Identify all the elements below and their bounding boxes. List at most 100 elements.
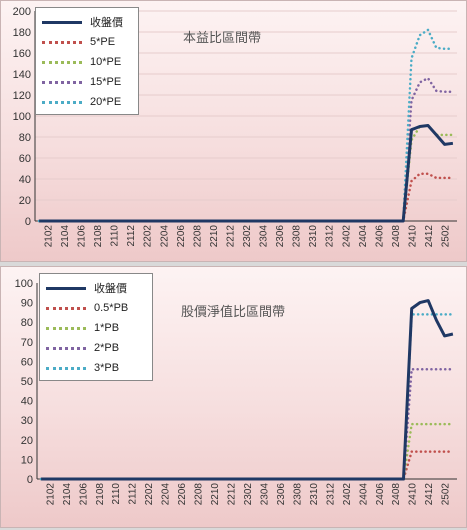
legend-swatch — [42, 40, 82, 44]
legend-label: 2*PB — [94, 342, 120, 354]
series-line-2 — [39, 422, 455, 481]
x-tick-label: 2104 — [60, 225, 71, 248]
legend-item: 20*PE — [42, 92, 132, 112]
x-tick-label: 2110 — [110, 225, 121, 247]
x-tick-label: 2304 — [259, 483, 270, 506]
series-line-2 — [37, 124, 455, 223]
legend-item: 1*PB — [46, 318, 146, 338]
x-tick-label: 2308 — [292, 483, 303, 506]
chart-legend: 收盤價 0.5*PB 1*PB 2*PB 3*PB — [39, 273, 153, 381]
x-tick-label: 2304 — [259, 225, 270, 248]
x-tick-label: 2408 — [391, 483, 402, 506]
y-tick-label: 0 — [25, 216, 31, 228]
x-tick-label: 2210 — [209, 225, 220, 248]
x-tick-label: 2108 — [95, 483, 106, 506]
x-tick-label: 2104 — [62, 483, 73, 506]
y-tick-label: 140 — [13, 69, 31, 81]
y-tick-label: 60 — [21, 356, 33, 368]
x-tick-label: 2408 — [391, 225, 402, 248]
legend-label: 10*PE — [90, 56, 122, 68]
y-tick-label: 70 — [21, 337, 33, 349]
legend-item: 收盤價 — [42, 12, 132, 32]
y-tick-label: 80 — [21, 317, 33, 329]
x-tick-label: 2210 — [210, 483, 221, 506]
legend-item: 5*PE — [42, 32, 132, 52]
legend-label: 收盤價 — [94, 283, 127, 295]
y-tick-label: 40 — [21, 396, 33, 408]
x-tick-label: 2302 — [242, 225, 253, 248]
y-tick-label: 100 — [15, 278, 33, 290]
x-tick-label: 2310 — [308, 225, 319, 248]
pb-band-chart: 0 10 20 30 40 50 60 70 80 90 100 2102 2104 2106 2108 21… — [15, 278, 457, 506]
x-tick-label: 2302 — [243, 483, 254, 506]
x-tick-label: 2206 — [176, 225, 187, 248]
legend-item: 收盤價 — [46, 278, 146, 298]
legend-label: 收盤價 — [90, 17, 123, 29]
x-tick-label: 2202 — [144, 483, 155, 506]
x-tick-label: 2412 — [424, 483, 435, 506]
x-tick-label: 2110 — [111, 483, 122, 505]
legend-label: 3*PB — [94, 362, 120, 374]
x-tick-label: 2204 — [161, 483, 172, 506]
y-tick-label: 10 — [21, 454, 33, 466]
legend-item: 3*PB — [46, 358, 146, 378]
legend-swatch — [42, 60, 82, 64]
legend-item: 10*PE — [42, 52, 132, 72]
x-tick-label: 2402 — [341, 225, 352, 248]
y-tick-label: 0 — [27, 474, 33, 486]
series-line-0 — [41, 299, 454, 481]
chart-title: 本益比區間帶 — [183, 30, 262, 45]
legend-swatch — [42, 20, 82, 24]
chart-legend: 收盤價 5*PE 10*PE 15*PE 20*PE — [35, 7, 139, 115]
x-tick-label: 2208 — [192, 225, 203, 248]
y-tick-label: 160 — [13, 48, 31, 60]
x-tick-label: 2502 — [441, 483, 452, 506]
x-tick-label: 2306 — [276, 483, 287, 506]
y-tick-label: 120 — [13, 90, 31, 102]
legend-label: 5*PE — [90, 36, 116, 48]
y-tick-label: 90 — [21, 298, 33, 310]
y-tick-label: 20 — [19, 195, 31, 207]
y-tick-label: 20 — [21, 435, 33, 447]
x-tick-label: 2208 — [194, 483, 205, 506]
pb-band-chart-panel: 0 10 20 30 40 50 60 70 80 90 100 2102 2104 2106 2108 21… — [0, 266, 467, 528]
legend-item: 0.5*PB — [46, 298, 146, 318]
x-tick-label: 2102 — [43, 225, 54, 248]
legend-swatch — [42, 80, 82, 84]
x-tick-label: 2406 — [375, 483, 386, 506]
legend-item: 2*PB — [46, 338, 146, 358]
legend-label: 1*PB — [94, 322, 120, 334]
pe-band-chart-panel: 0 20 40 60 80 100 120 140 160 180 200 2102 2104 2106 2… — [0, 0, 467, 262]
x-tick-label: 2410 — [407, 225, 418, 248]
y-tick-label: 60 — [19, 153, 31, 165]
legend-label: 20*PE — [90, 96, 122, 108]
x-tick-label: 2410 — [408, 483, 419, 506]
series-line-1 — [39, 450, 455, 481]
x-tick-label: 2206 — [177, 483, 188, 506]
x-tick-label: 2106 — [77, 225, 88, 248]
x-tick-label: 2306 — [275, 225, 286, 248]
legend-swatch — [42, 100, 82, 104]
y-tick-label: 180 — [13, 27, 31, 39]
series-line-3 — [39, 367, 455, 481]
x-tick-label: 2412 — [424, 225, 435, 248]
legend-swatch — [46, 326, 86, 330]
x-tick-label: 2102 — [45, 483, 56, 506]
x-tick-label: 2202 — [143, 225, 154, 248]
x-tick-label: 2404 — [358, 225, 369, 248]
x-tick-label: 2406 — [374, 225, 385, 248]
x-tick-label: 2402 — [342, 483, 353, 506]
legend-swatch — [46, 306, 86, 310]
x-tick-label: 2312 — [325, 483, 336, 506]
x-tick-label: 2112 — [128, 483, 139, 505]
y-tick-label: 50 — [21, 376, 33, 388]
x-tick-label: 2204 — [159, 225, 170, 248]
y-tick-label: 200 — [13, 6, 31, 18]
x-tick-label: 2212 — [225, 225, 236, 248]
x-tick-label: 2404 — [358, 483, 369, 506]
x-tick-label: 2312 — [325, 225, 336, 248]
legend-label: 0.5*PB — [94, 302, 129, 314]
x-tick-label: 2212 — [227, 483, 238, 506]
y-tick-label: 80 — [19, 132, 31, 144]
legend-swatch — [46, 346, 86, 350]
